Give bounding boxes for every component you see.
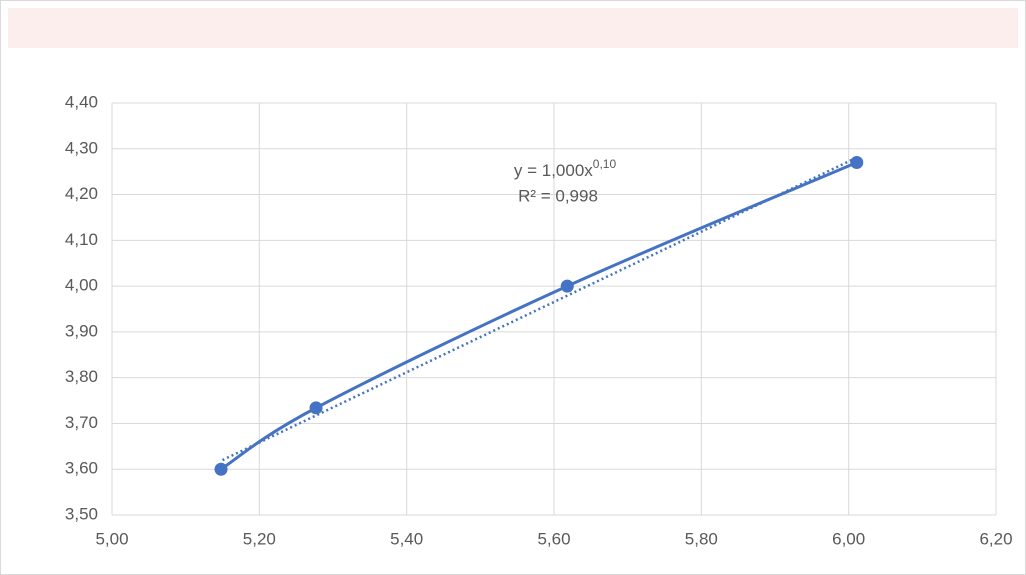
x-tick-label: 5,20 (243, 529, 276, 548)
y-tick-label: 4,30 (65, 138, 98, 157)
x-tick-label: 6,20 (979, 529, 1012, 548)
watermark-band (8, 8, 1018, 48)
y-tick-label: 4,40 (65, 92, 98, 111)
chart: 3,50 3,60 3,70 3,80 3,90 4,00 4,10 4,20 4,30 4,40… (0, 0, 1026, 575)
x-tick-label: 6,00 (832, 529, 865, 548)
y-tick-label: 3,50 (65, 504, 98, 523)
background (0, 0, 1026, 575)
data-point (850, 156, 863, 169)
data-point (215, 463, 228, 476)
equation-exponent: 0,10 (593, 157, 617, 171)
y-tick-label: 4,10 (65, 230, 98, 249)
r-squared: R² = 0,998 (518, 186, 598, 205)
y-tick-label: 3,60 (65, 459, 98, 478)
y-tick-label: 4,00 (65, 276, 98, 295)
x-tick-label: 5,40 (390, 529, 423, 548)
equation-text: y = 1,000x (514, 161, 593, 180)
x-tick-label: 5,00 (95, 529, 128, 548)
data-point (310, 401, 323, 414)
y-tick-label: 3,90 (65, 321, 98, 340)
data-point (561, 280, 574, 293)
y-tick-label: 3,80 (65, 367, 98, 386)
x-tick-label: 5,80 (685, 529, 718, 548)
x-tick-label: 5,60 (537, 529, 570, 548)
y-tick-label: 4,20 (65, 184, 98, 203)
y-tick-label: 3,70 (65, 413, 98, 432)
